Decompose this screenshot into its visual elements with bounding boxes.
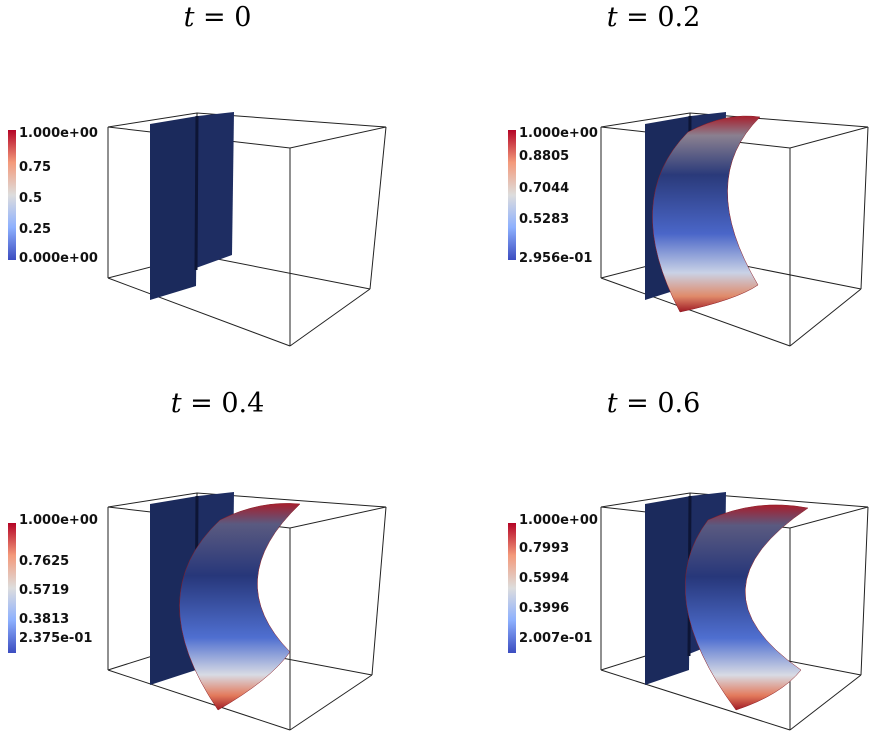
colorbar-label-min: 0.000e+00 [19, 251, 98, 266]
colorbar [508, 130, 516, 260]
bounding-box [107, 112, 387, 347]
deformed-sheet [652, 115, 761, 313]
3d-scene [107, 112, 387, 347]
colorbar-label: 0.3996 [519, 601, 570, 616]
colorbar-label-min: 2.375e-01 [19, 631, 93, 646]
title-variable: t [606, 2, 618, 33]
colorbar-label: 0.5283 [519, 212, 570, 227]
colorbar-label: 0.5994 [519, 571, 570, 586]
colorbar-label: 0.7993 [519, 541, 570, 556]
colorbar-label: 0.7625 [19, 554, 70, 569]
panel-t0: t = 0 1.000e+00 0.75 0.5 0.25 0.000e+00 [0, 0, 435, 367]
panel-t02: t = 0.2 1.000e+00 0.8805 0.7044 0.5283 2… [436, 0, 871, 367]
panel-title: t = 0.6 [436, 388, 871, 419]
title-variable: t [606, 388, 618, 419]
colorbar-label: 0.75 [19, 160, 52, 175]
colorbar-label-min: 2.007e-01 [519, 631, 593, 646]
panel-title: t = 0 [0, 2, 435, 33]
deformed-sheet [179, 503, 301, 711]
3d-scene [600, 492, 869, 731]
title-variable: t [183, 2, 195, 33]
colorbar-label: 0.5 [19, 191, 43, 206]
title-value: = 0.6 [617, 388, 701, 419]
panel-t06: t = 0.6 1.000e+00 0.7993 0.5994 0.3996 2… [436, 380, 871, 747]
plane-surface [150, 112, 234, 300]
colorbar-label-max: 1.000e+00 [519, 126, 598, 141]
colorbar-label: 0.25 [19, 222, 52, 237]
colorbar-label: 0.7044 [519, 181, 570, 196]
colorbar-label-max: 1.000e+00 [19, 513, 98, 528]
title-value: = 0 [194, 2, 252, 33]
colorbar-label: 0.3813 [19, 612, 70, 627]
3d-scene [107, 492, 387, 731]
panel-title: t = 0.4 [0, 388, 435, 419]
colorbar [508, 523, 516, 653]
panel-t04: t = 0.4 1.000e+00 0.7625 0.5719 0.3813 2… [0, 380, 435, 747]
title-value: = 0.4 [181, 388, 265, 419]
colorbar [8, 523, 16, 653]
deformed-sheet [684, 504, 809, 711]
colorbar-label: 0.8805 [519, 149, 570, 164]
colorbar-label-max: 1.000e+00 [519, 513, 598, 528]
title-variable: t [170, 388, 182, 419]
title-value: = 0.2 [617, 2, 701, 33]
colorbar-label-max: 1.000e+00 [19, 126, 98, 141]
colorbar-label-min: 2.956e-01 [519, 251, 593, 266]
panel-title: t = 0.2 [436, 2, 871, 33]
3d-scene [600, 112, 869, 347]
colorbar [8, 130, 16, 260]
colorbar-label: 0.5719 [19, 583, 70, 598]
